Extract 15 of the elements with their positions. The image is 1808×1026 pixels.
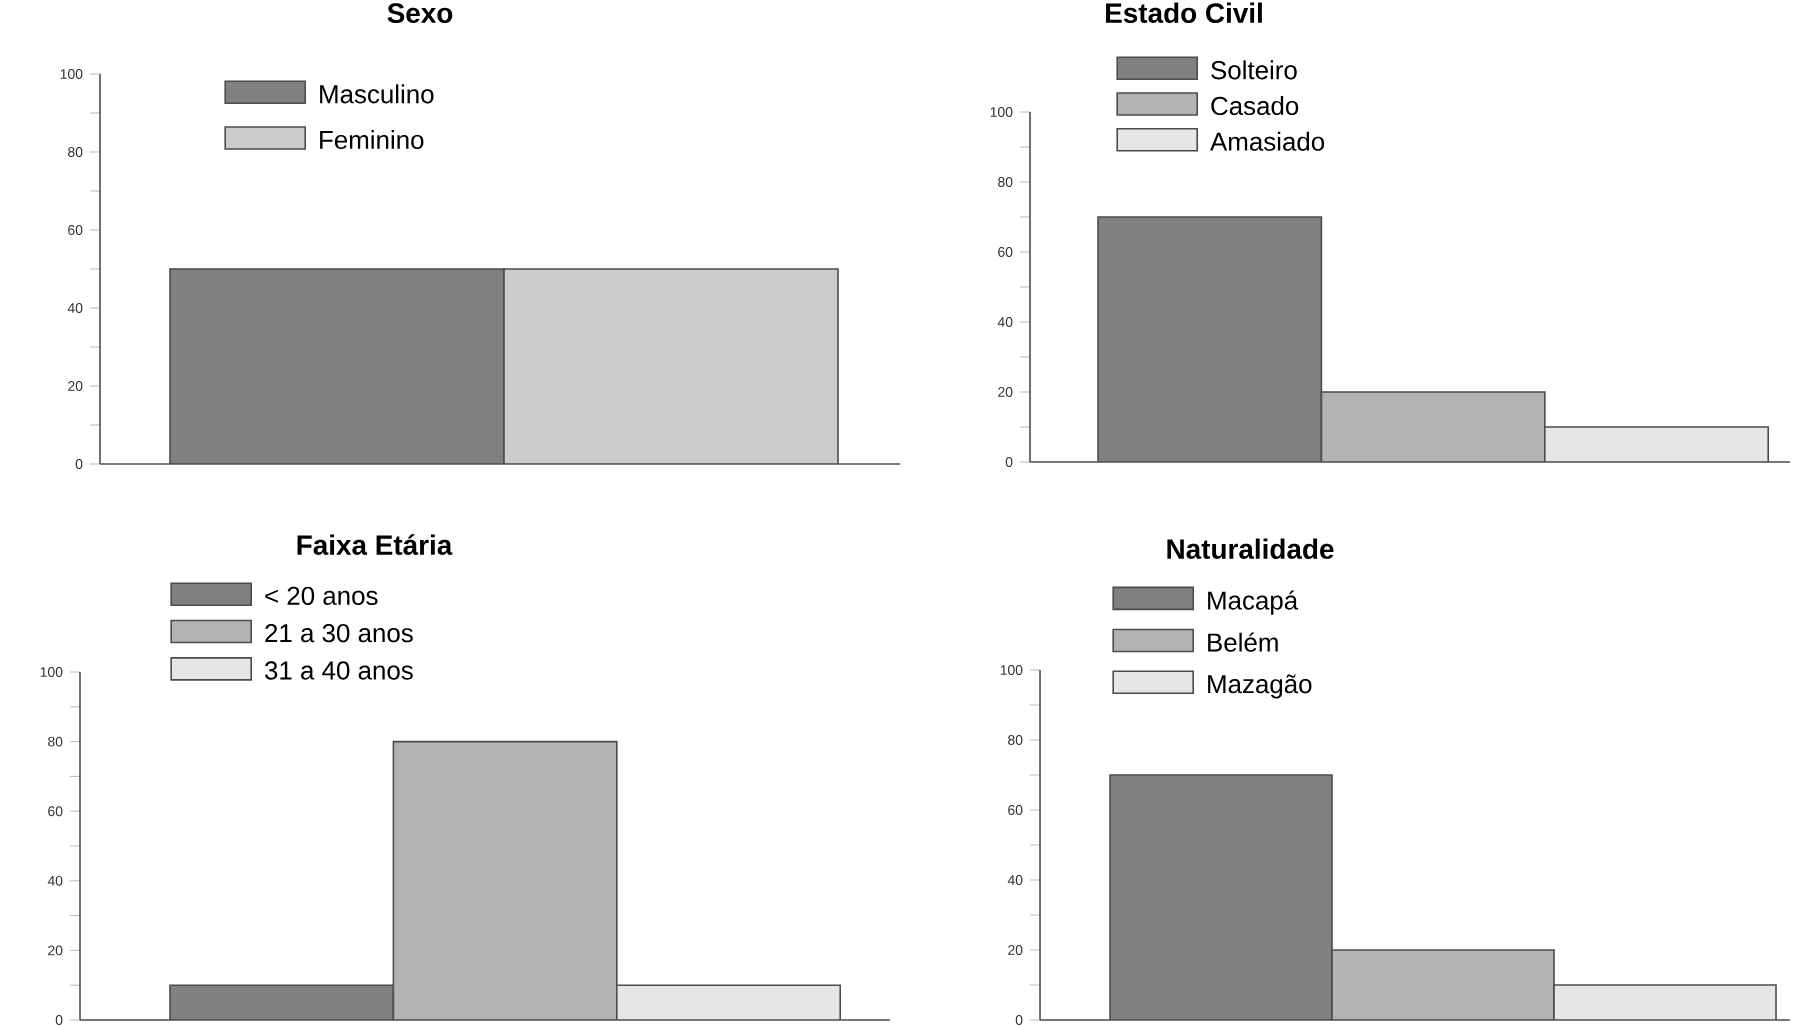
chart-title: Sexo <box>387 3 453 24</box>
legend-label: Masculino <box>320 84 434 104</box>
legend-label: Solteiro <box>1211 60 1297 80</box>
legend-label: Feminino <box>320 130 424 150</box>
legend-label: 21 a 30 anos <box>265 623 413 643</box>
chart-title: Faixa Etária <box>297 534 453 556</box>
legend-label: 31 a 40 anos <box>265 661 413 680</box>
legend-label: Belém <box>1208 632 1278 652</box>
legend-label: Amasiado <box>1210 131 1325 151</box>
chart-title: Naturalidade <box>1167 538 1334 560</box>
legend-label: Mazagão <box>1208 674 1312 699</box>
legend-label: < 20 anos <box>265 586 378 605</box>
legend-label: Macapá <box>1208 590 1299 615</box>
legend-label: Casado <box>1211 96 1299 116</box>
chart-title: Estado Civil <box>1106 2 1262 23</box>
